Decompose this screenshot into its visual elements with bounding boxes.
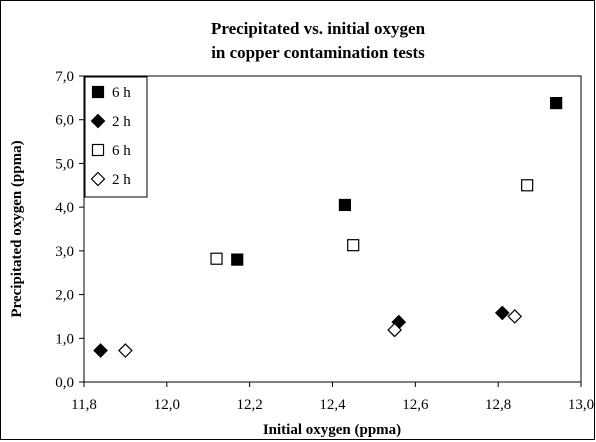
y-tick-label: 5,0 bbox=[55, 156, 74, 172]
data-point-series-1 bbox=[338, 198, 352, 212]
data-point-series-2 bbox=[494, 305, 510, 321]
x-tick-label: 11,8 bbox=[71, 397, 97, 413]
chart-title-line: Precipitated vs. initial oxygen bbox=[211, 19, 426, 38]
legend-label: 6 h bbox=[112, 85, 131, 101]
legend-marker bbox=[90, 113, 106, 129]
y-tick-label: 4,0 bbox=[55, 200, 74, 216]
y-tick-label: 6,0 bbox=[55, 113, 74, 129]
y-tick-label: 3,0 bbox=[55, 244, 74, 260]
y-tick-label: 2,0 bbox=[55, 288, 74, 304]
data-point-series-4 bbox=[387, 322, 402, 338]
data-point-series-1 bbox=[231, 253, 244, 266]
data-point-series-3 bbox=[521, 179, 534, 192]
x-tick-label: 12,2 bbox=[237, 397, 263, 413]
data-point-series-1 bbox=[550, 97, 563, 110]
chart-title-line: in copper contamination tests bbox=[211, 43, 425, 62]
x-tick-label: 12,0 bbox=[154, 397, 180, 413]
x-axis-label: Initial oxygen (ppma) bbox=[263, 422, 401, 438]
x-tick-label: 13,0 bbox=[568, 397, 594, 413]
legend-label: 2 h bbox=[112, 114, 131, 130]
x-tick-label: 12,6 bbox=[402, 397, 429, 413]
y-tick-label: 1,0 bbox=[55, 331, 74, 347]
x-tick-label: 12,4 bbox=[319, 397, 346, 413]
data-point-series-2 bbox=[93, 343, 108, 358]
x-tick-label: 12,8 bbox=[485, 397, 511, 413]
y-axis-label: Precipitated oxygen (ppma) bbox=[9, 140, 25, 317]
legend-label: 6 h bbox=[112, 143, 131, 159]
plot-area bbox=[83, 75, 582, 383]
data-point-series-3 bbox=[347, 239, 360, 252]
legend-label: 2 h bbox=[112, 172, 131, 188]
legend-marker bbox=[91, 85, 105, 99]
y-tick-label: 0,0 bbox=[55, 375, 74, 391]
legend-marker bbox=[91, 143, 105, 157]
data-point-series-4 bbox=[507, 309, 523, 324]
data-point-series-3 bbox=[210, 252, 223, 265]
legend-marker bbox=[90, 171, 106, 187]
data-point-series-4 bbox=[118, 343, 133, 358]
y-tick-label: 7,0 bbox=[55, 69, 74, 85]
